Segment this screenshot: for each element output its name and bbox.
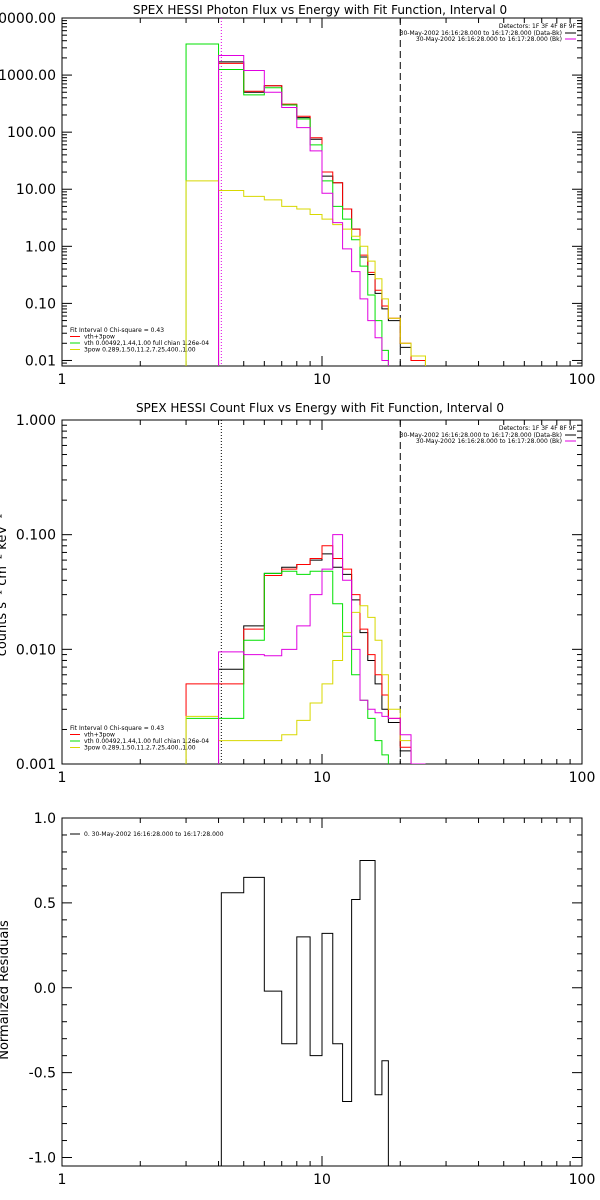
chart0-y-tick-label: 100.00: [7, 125, 56, 141]
chart1-series-magenta: [218, 534, 426, 764]
chart0-series-green: [185, 43, 389, 366]
chart1-x-tick-label: 1: [58, 770, 67, 786]
chart0-y-tick-label: 1.00: [25, 239, 56, 255]
chart0-y-tick-label: 0.01: [25, 353, 56, 369]
chart1-series-yellow: [185, 605, 426, 764]
chart1-legend-left-label: vth+3pow: [84, 732, 115, 739]
chart2-x-tick-label: 100: [569, 1172, 596, 1188]
chart0-detectors-text: Detectors: 1F 3F 4F 8F 9F: [499, 23, 577, 30]
chart0-x-tick-label: 10: [313, 372, 331, 388]
chart2-y-tick-label: -1.0: [29, 1151, 56, 1167]
chart1-legend-left-label: Fit Interval 0 Chi-square = 0.43: [70, 725, 164, 732]
photon-flux-plot: 1 10 100 0.01 0.10 1.00 10.00 100.00 1000.00 1000…: [0, 11, 595, 388]
chart1-detectors-text: Detectors: 1F 3F 4F 8F 9F: [499, 425, 577, 432]
count-flux-panel: SPEX HESSI Count Flux vs Energy with Fit…: [0, 401, 595, 786]
chart0-x-tick-label: 1: [58, 372, 67, 388]
chart0-legend-right-label: 30-May-2002 16:16:28.000 to 16:17:28.000…: [400, 30, 562, 37]
chart1-x-tick-label: 100: [569, 770, 596, 786]
chart1-y-tick-label: 0.010: [16, 642, 56, 658]
chart0-y-tick-label: 0.10: [25, 296, 56, 312]
chart1-legend-left-label: 3pow 0.289,1.50,11.2,7.25,400.,1.00: [84, 745, 196, 752]
chart2-series-group: [220, 859, 389, 1166]
chart0-y-tick-label: 10000.00: [0, 11, 56, 27]
chart2-y-tick-label: -0.5: [29, 1066, 56, 1082]
chart2-y-tick-label: 1.0: [34, 811, 56, 827]
chart1-y-tick-label: 1.000: [16, 413, 56, 429]
count-flux-title: SPEX HESSI Count Flux vs Energy with Fit…: [136, 401, 504, 415]
chart0-y-tick-label: 1000.00: [0, 68, 56, 84]
residuals-plot: 1 10 100 -1.0 -0.5 0.0 0.5 1.0 0. 30-May-2002 16…: [29, 811, 596, 1188]
residuals-panel: Normalized Residuals 1 10 100 -1.0 -0.5 0.0 0.…: [0, 811, 595, 1188]
chart2-x-tick-label: 1: [58, 1172, 67, 1188]
chart1-y-tick-label: 0.001: [16, 757, 56, 773]
chart0-y-tick-label: 10.00: [16, 182, 56, 198]
chart1-legend-left-label: vth 0.00492,1.44,1.00 full chian 1.26e-0…: [84, 738, 209, 745]
residuals-ylabel: Normalized Residuals: [0, 920, 12, 1060]
chart1-series-green: [185, 570, 389, 764]
chart0-legend-left-label: vth 0.00492,1.44,1.00 full chian 1.26e-0…: [84, 340, 209, 347]
chart2-series-black: [220, 859, 389, 1166]
chart0-legend-left-label: vth+3pow: [84, 334, 115, 341]
chart1-x-tick-label: 10: [313, 770, 331, 786]
chart0-legend-left-label: 3pow 0.289,1.50,11.2,7.25,400.,1.00: [84, 347, 196, 354]
count-flux-plot: 1 10 100 0.001 0.010 0.100 1.000 Detectors: 1F …: [16, 413, 595, 786]
chart2-legend-left-label: 0. 30-May-2002 16:16:28.000 to 16:17:28.…: [84, 831, 224, 838]
photon-flux-panel: SPEX HESSI Photon Flux vs Energy with Fi…: [0, 3, 595, 388]
chart2-x-tick-label: 10: [313, 1172, 331, 1188]
photon-flux-title: SPEX HESSI Photon Flux vs Energy with Fi…: [133, 3, 507, 17]
chart2-y-tick-label: 0.0: [34, 981, 56, 997]
chart0-series-group: [185, 43, 426, 366]
chart1-y-tick-label: 0.100: [16, 528, 56, 544]
chart2-y-tick-label: 0.5: [34, 896, 56, 912]
chart0-legend-right-label: 30-May-2002 16:16:28.000 to 16:17:28.000…: [416, 36, 562, 43]
chart1-legend-right-label: 30-May-2002 16:16:28.000 to 16:17:28.000…: [416, 438, 562, 445]
chart0-x-tick-label: 100: [569, 372, 596, 388]
chart1-legend-right-label: 30-May-2002 16:16:28.000 to 16:17:28.000…: [400, 432, 562, 439]
chart1-series-group: [185, 534, 426, 764]
chart0-series-magenta: [218, 55, 389, 366]
count-flux-ylabel: counts s⁻¹ cm⁻² keV⁻¹: [0, 514, 10, 657]
chart0-legend-left-label: Fit Interval 0 Chi-square = 0.43: [70, 327, 164, 334]
